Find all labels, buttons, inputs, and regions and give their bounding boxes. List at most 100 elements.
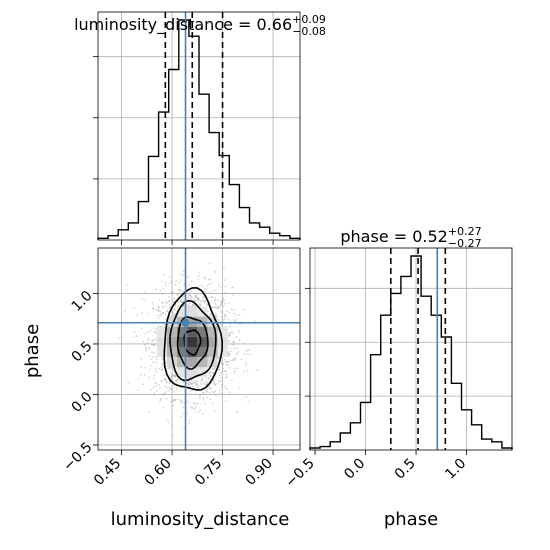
sample-point [232,331,234,334]
sample-point [158,298,161,301]
sample-point [221,301,224,303]
sample-point [224,292,227,294]
sample-point [212,372,214,374]
sample-point [214,366,216,369]
sample-point [183,402,185,404]
x-tick-label: 0.60 [142,456,175,489]
sample-point [160,380,162,383]
sample-point [154,368,156,371]
sample-point [182,406,184,409]
sample-point [168,386,171,388]
sample-point [230,308,233,311]
sample-point [209,375,212,377]
sample-point [198,385,200,388]
sample-point [135,335,138,337]
sample-point [170,376,172,379]
sample-point [240,358,243,360]
sample-point [219,389,221,391]
density-cell [187,346,198,358]
sample-point [243,371,245,373]
sample-point [162,363,165,365]
sample-point [192,402,195,404]
sample-point [218,358,220,360]
sample-point [160,315,162,317]
sample-point [201,391,204,394]
sample-point [200,284,202,286]
sample-point [228,333,231,335]
sample-point [234,347,236,350]
sample-point [153,338,155,341]
sample-point [172,404,174,407]
sample-point [173,308,176,311]
sample-point [238,339,241,341]
sample-point [172,400,174,403]
sample-point [189,297,192,300]
sample-point [228,355,230,357]
sample-point [218,356,220,359]
sample-point [192,298,195,300]
hist-phase-step [309,255,513,450]
sample-point [220,311,223,313]
sample-point [209,315,211,317]
sample-point [192,381,195,383]
sample-point [225,387,228,390]
sample-point [161,380,164,382]
sample-point [190,305,192,307]
sample-point [237,329,240,332]
sample-point [223,318,226,321]
sample-point [150,358,152,360]
sample-point [235,318,237,321]
sample-point [204,392,207,395]
sample-point [159,310,161,313]
sample-point [157,325,160,328]
sample-point [215,313,217,315]
sample-point [189,295,191,297]
sample-point [193,304,196,307]
sample-point [144,333,146,335]
sample-point [183,295,185,297]
sample-point [188,302,191,304]
sample-point [218,374,221,377]
sample-point [151,339,154,341]
sample-point [147,312,149,315]
sample-point [180,300,182,303]
sample-point [226,310,228,313]
sample-point [175,375,177,378]
sample-point [229,323,232,325]
sample-point [211,296,214,298]
sample-point [175,370,178,372]
sample-point [179,300,182,302]
sample-point [246,349,248,351]
sample-point [188,419,190,422]
sample-point [203,296,205,298]
sample-point [203,302,206,304]
sample-point [188,305,191,307]
sample-point [133,331,136,333]
sample-point [161,306,164,308]
sample-point [214,302,216,304]
sample-point [153,392,155,394]
y-axis-label-phase: phase [22,324,43,378]
sample-point [176,380,179,382]
sample-point [165,391,167,393]
sample-point [232,319,235,321]
sample-point [227,351,229,354]
x-tick-label: 1.0 [442,456,469,483]
sample-point [207,310,209,313]
sample-point [200,379,203,381]
sample-point [217,357,220,359]
sample-point [127,382,129,385]
sample-point [220,326,222,328]
sample-point [207,303,209,305]
sample-point [209,386,212,389]
sample-point [233,357,236,359]
sample-point [215,374,217,377]
sample-point [194,392,197,395]
sample-point [213,391,215,394]
x-ticks: 0.45 0.60 0.75 0.90 [91,450,276,489]
sample-point [179,399,182,401]
sample-point [164,385,167,387]
sample-point [227,353,229,355]
sample-point [161,358,163,360]
sample-point [173,399,175,401]
